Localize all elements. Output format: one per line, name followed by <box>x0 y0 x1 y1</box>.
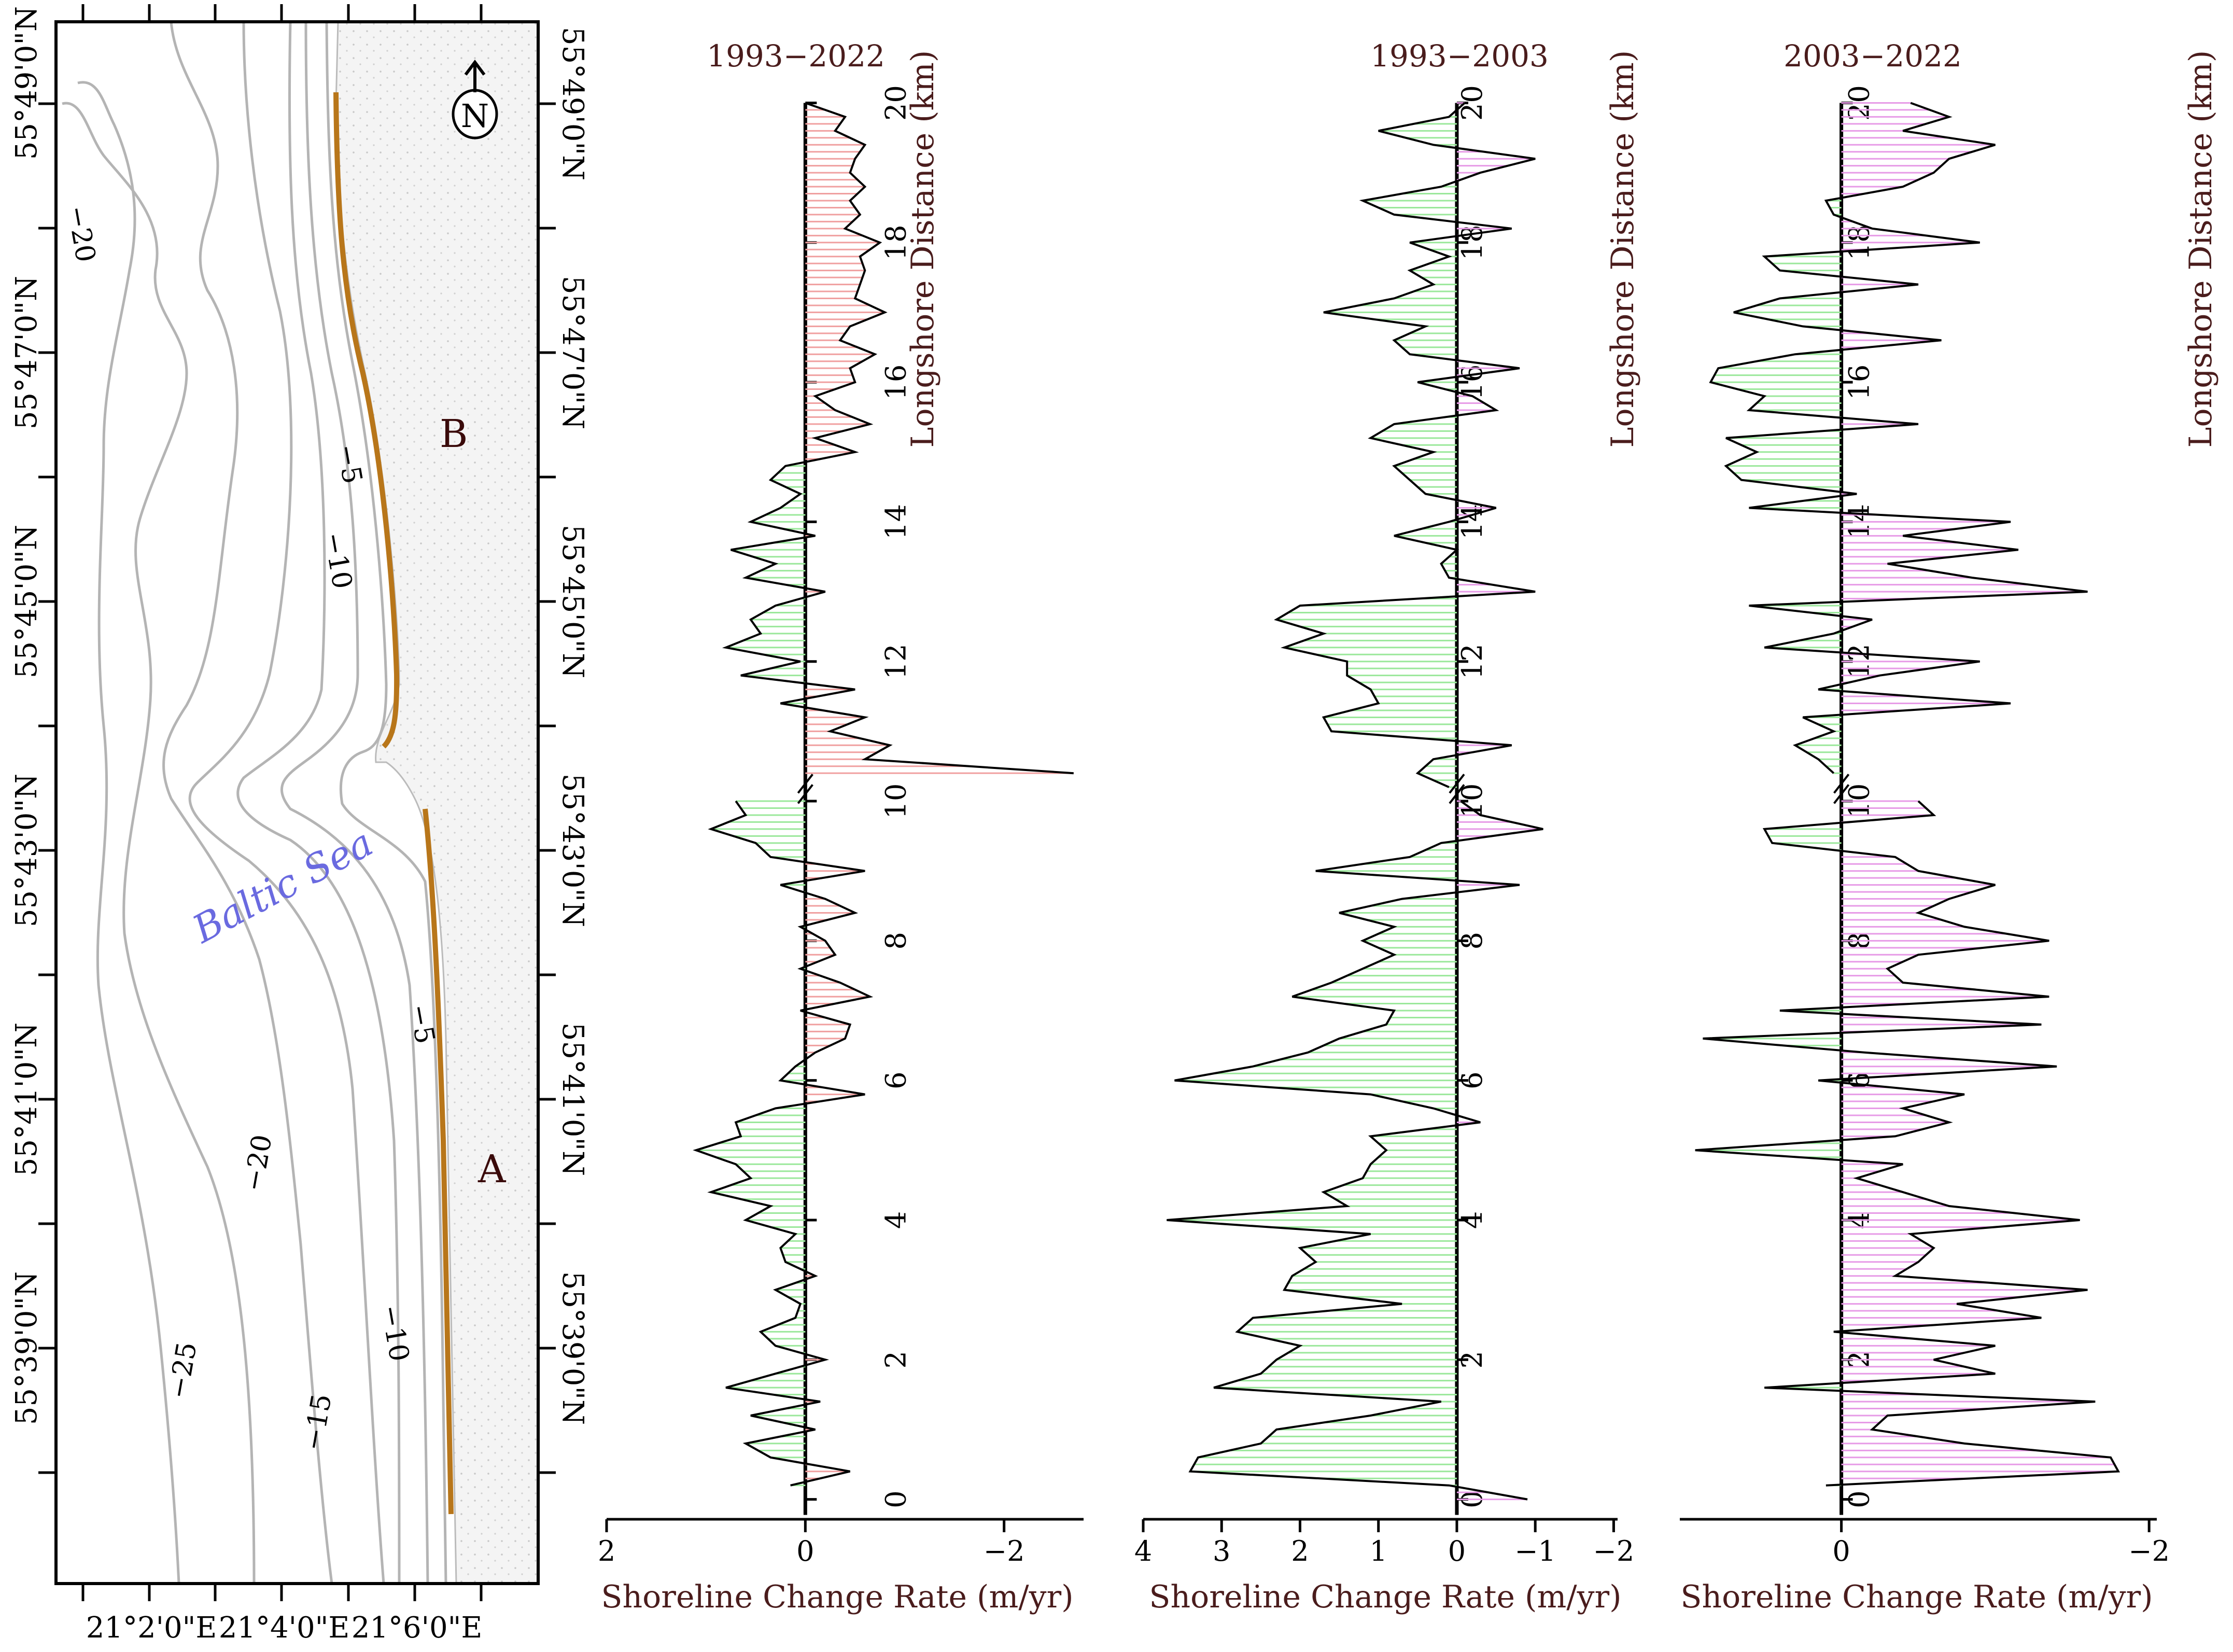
x-tick-label: 2 <box>1291 1535 1309 1567</box>
map-frame-ticks <box>38 4 556 1601</box>
x-tick-label: 1 <box>1370 1535 1387 1567</box>
lat-labels-right: 55°49'0"N 55°47'0"N 55°45'0"N 55°43'0"N … <box>556 27 589 1425</box>
y-tick-label: 16 <box>1456 365 1488 400</box>
y-tick-label: 6 <box>879 1071 912 1089</box>
lat-label: 55°47'0"N <box>556 276 589 429</box>
lat-label: 55°39'0"N <box>10 1271 44 1425</box>
x-tick-label: 2 <box>598 1535 615 1567</box>
x-tick-label: −1 <box>1514 1535 1556 1567</box>
series-line <box>1695 800 2120 1487</box>
y-tick-label: 2 <box>1456 1351 1488 1368</box>
lat-label: 55°39'0"N <box>556 1271 589 1425</box>
x-tick-label: −2 <box>984 1535 1025 1567</box>
y-tick-label: 12 <box>879 643 912 679</box>
site-b-label: B <box>440 412 468 456</box>
chart-title: 1993−2003 <box>1370 38 1549 74</box>
axis-break-marker <box>797 784 813 804</box>
contour-line <box>77 81 180 1584</box>
y-tick-label: 14 <box>879 504 912 540</box>
axis-break-marker <box>797 774 813 794</box>
shoreline-north <box>333 92 400 749</box>
y-axis-label: Longshore Distance (km) <box>1605 50 1641 448</box>
y-tick-label: 4 <box>1456 1211 1488 1229</box>
y-tick-label: 14 <box>1456 504 1488 540</box>
series-line <box>1167 800 1543 1501</box>
y-tick-label: 18 <box>1456 225 1488 260</box>
contour-label: −5 <box>403 1002 440 1046</box>
y-tick-label: 10 <box>879 783 912 819</box>
axis-break-marker <box>1833 784 1850 804</box>
lat-label: 55°49'0"N <box>10 6 44 160</box>
lat-label: 55°43'0"N <box>10 774 44 927</box>
contour-line <box>162 22 333 1584</box>
lat-label: 55°49'0"N <box>556 27 589 180</box>
y-tick-label: 6 <box>1456 1071 1488 1089</box>
x-tick-label: 0 <box>1448 1535 1466 1567</box>
lat-label: 55°43'0"N <box>556 774 589 927</box>
contour-line <box>62 102 256 1584</box>
y-axis-label: Longshore Distance (km) <box>2183 50 2219 448</box>
contour-line <box>280 22 429 1584</box>
contour-label: −5 <box>330 442 368 486</box>
y-tick-label: 2 <box>879 1351 912 1368</box>
y-axis-label: Longshore Distance (km) <box>905 50 941 448</box>
land-area <box>335 22 538 1584</box>
y-tick-label: 8 <box>879 932 912 949</box>
lon-label: 21°2'0"E <box>86 1611 217 1645</box>
lon-labels: 21°2'0"E 21°4'0"E 21°6'0"E <box>86 1611 483 1645</box>
lat-label: 55°47'0"N <box>10 276 44 429</box>
contour-line <box>188 22 385 1584</box>
x-axis-label: Shoreline Change Rate (m/yr) <box>601 1579 1073 1615</box>
series-line <box>722 102 1074 775</box>
series-line <box>693 800 874 1487</box>
x-tick-label: 0 <box>796 1535 814 1567</box>
chart-title: 2003−2022 <box>1783 38 1962 74</box>
shoreline-south <box>423 808 454 1515</box>
x-axis-label: Shoreline Change Rate (m/yr) <box>1680 1579 2153 1615</box>
y-tick-label: 12 <box>1456 643 1488 679</box>
axis-break-marker <box>1833 774 1850 794</box>
lat-label: 55°45'0"N <box>10 525 44 678</box>
lon-label: 21°4'0"E <box>219 1611 350 1645</box>
chart-title: 1993−2022 <box>707 38 885 74</box>
y-tick-label: 4 <box>879 1211 912 1229</box>
contour-line <box>236 22 401 1584</box>
lat-label: 55°41'0"N <box>556 1023 589 1176</box>
site-a-label: A <box>478 1147 507 1192</box>
series-line <box>1274 102 1536 788</box>
x-tick-label: 3 <box>1213 1535 1230 1567</box>
x-axis-label: Shoreline Change Rate (m/yr) <box>1149 1579 1621 1615</box>
series-line <box>1709 102 2088 774</box>
lat-label: 55°45'0"N <box>556 525 589 678</box>
north-label: N <box>461 97 489 135</box>
axis-break-marker <box>1449 774 1465 794</box>
y-tick-label: 16 <box>879 365 912 400</box>
x-tick-label: −2 <box>1593 1535 1635 1567</box>
y-tick-label: 0 <box>1843 1490 1876 1508</box>
x-tick-label: 0 <box>1832 1535 1850 1567</box>
map-panel: Baltic Sea A B N −20 −5 −10 −5 −20 −10 −… <box>10 4 589 1645</box>
north-arrow: N <box>452 60 498 139</box>
lat-label: 55°41'0"N <box>10 1023 44 1176</box>
y-tick-label: 0 <box>879 1490 912 1508</box>
y-tick-label: 16 <box>1843 365 1876 400</box>
x-tick-label: 4 <box>1134 1535 1152 1567</box>
lon-label: 21°6'0"E <box>352 1611 483 1645</box>
y-tick-label: 8 <box>1456 932 1488 949</box>
y-tick-label: 18 <box>879 225 912 260</box>
x-tick-label: −2 <box>2128 1535 2170 1567</box>
axis-break-marker <box>1449 784 1465 804</box>
lat-labels-left: 55°49'0"N 55°47'0"N 55°45'0"N 55°43'0"N … <box>10 6 44 1425</box>
contour-line <box>325 22 447 1584</box>
y-tick-label: 20 <box>879 85 912 121</box>
